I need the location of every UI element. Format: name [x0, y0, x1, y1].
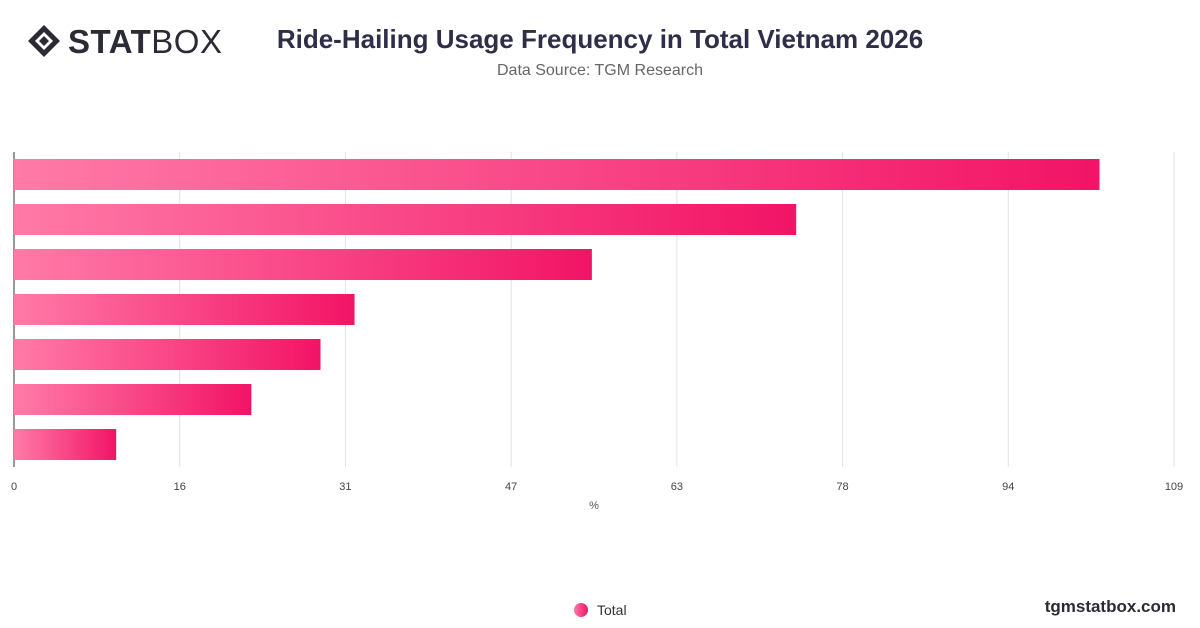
footer-site: tgmstatbox.com [1044, 597, 1176, 616]
bar-3[interactable] [14, 249, 592, 280]
bar-1[interactable] [14, 159, 1100, 190]
legend[interactable]: Total [574, 602, 627, 618]
bar-5[interactable] [14, 339, 321, 370]
x-tick-label: 47 [505, 481, 517, 493]
diamond-logo-icon [28, 25, 60, 57]
logo-light-text: BOX [151, 22, 223, 60]
x-tick-label: 109 [1165, 481, 1183, 493]
chart-title: Ride-Hailing Usage Frequency in Total Vi… [276, 24, 924, 54]
x-tick-label: 94 [1002, 481, 1014, 493]
legend-swatch [574, 603, 588, 617]
bar-2[interactable] [14, 204, 797, 235]
x-tick-label: 78 [836, 481, 848, 493]
legend-label: Total [597, 602, 627, 618]
x-tick-label: 0 [11, 481, 17, 493]
x-tick-label: 16 [174, 481, 186, 493]
x-axis-label: % [589, 500, 599, 512]
statbox-logo: STATBOX [26, 22, 222, 60]
chart-subtitle: Data Source: TGM Research [496, 62, 703, 79]
bar-4[interactable] [14, 294, 355, 325]
bar-7[interactable] [14, 429, 117, 460]
logo-wordmark: STATBOX [68, 25, 222, 58]
logo-bold-text: STAT [68, 22, 152, 60]
bar-6[interactable] [14, 384, 252, 415]
x-tick-label: 63 [671, 481, 683, 493]
x-tick-label: 31 [339, 481, 351, 493]
